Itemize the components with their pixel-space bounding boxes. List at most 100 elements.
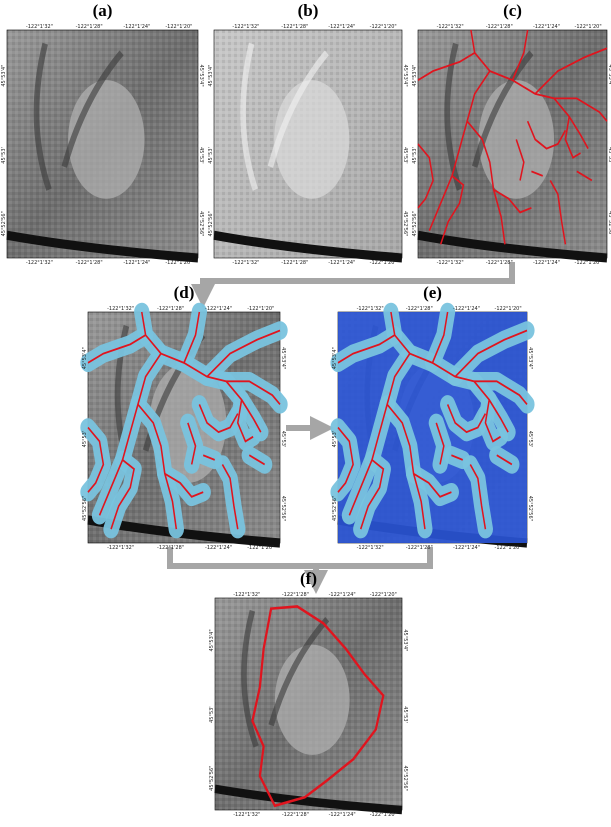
- right-tick-label: 45°52'56": [280, 496, 286, 521]
- panel: (c) -122°1'32" -122°1'28" -122°1'24" -122°1'…: [412, 1, 611, 266]
- panel: (e) -122°1'32" -122°1'28" -122°1'24" -122°1'…: [332, 283, 533, 551]
- panel: (a) -122°1'32" -122°1'28" -122°1'24" -122°1'…: [1, 1, 204, 266]
- landslide: [275, 645, 350, 755]
- bottom-tick-label: -122°1'28": [281, 260, 308, 266]
- bottom-tick-label: -122°1'20": [495, 545, 522, 551]
- landslide: [68, 80, 144, 199]
- right-tick-label: 45°53'4": [607, 65, 611, 87]
- figure: (a) -122°1'32" -122°1'28" -122°1'24" -122°1'…: [0, 0, 611, 827]
- top-tick-label: -122°1'28": [281, 24, 308, 30]
- panel: (b) -122°1'32" -122°1'28" -122°1'24" -122°1'…: [208, 1, 408, 266]
- top-tick-label: -122°1'20": [495, 306, 522, 312]
- top-tick-label: -122°1'28": [406, 306, 433, 312]
- panel-label: (d): [174, 283, 195, 302]
- top-tick-label: -122°1'32": [107, 306, 134, 312]
- top-tick-label: -122°1'32": [357, 306, 384, 312]
- panel: (f) -122°1'32" -122°1'28" -122°1'24" -122°1'…: [209, 569, 408, 818]
- left-tick-label: 45°53': [209, 706, 215, 723]
- right-tick-label: 45°53'4": [402, 65, 408, 87]
- landslide: [274, 80, 349, 199]
- right-tick-label: 45°53': [280, 431, 286, 448]
- arrow: [203, 262, 512, 296]
- bottom-tick-label: -122°1'24": [328, 260, 355, 266]
- panel-label: (e): [423, 283, 442, 302]
- left-tick-label: 45°53'4": [332, 347, 338, 369]
- top-tick-label: -122°1'24": [453, 306, 480, 312]
- top-tick-label: -122°1'24": [533, 24, 560, 30]
- left-tick-label: 45°53': [208, 147, 214, 164]
- left-tick-label: 45°53'4": [412, 65, 418, 87]
- top-tick-label: -122°1'28": [282, 592, 309, 598]
- right-tick-label: 45°52'56": [607, 211, 611, 236]
- panel-label: (a): [93, 1, 113, 20]
- panel-label: (f): [300, 569, 317, 588]
- bottom-tick-label: -122°1'28": [282, 812, 309, 818]
- bottom-tick-label: -122°1'28": [406, 545, 433, 551]
- bottom-tick-label: -122°1'32": [357, 545, 384, 551]
- left-tick-label: 45°53': [82, 431, 88, 448]
- bottom-tick-label: -122°1'28": [76, 260, 103, 266]
- bottom-tick-label: -122°1'32": [232, 260, 259, 266]
- right-tick-label: 45°52'56": [402, 766, 408, 791]
- left-tick-label: 45°52'56": [209, 766, 215, 791]
- right-tick-label: 45°53': [402, 706, 408, 723]
- bottom-tick-label: -122°1'28": [157, 545, 184, 551]
- top-tick-label: -122°1'28": [76, 24, 103, 30]
- bottom-tick-label: -122°1'20": [370, 260, 397, 266]
- top-tick-label: -122°1'32": [26, 24, 53, 30]
- left-tick-label: 45°53'4": [208, 65, 214, 87]
- right-tick-label: 45°53': [527, 431, 533, 448]
- top-tick-label: -122°1'24": [329, 592, 356, 598]
- bottom-tick-label: -122°1'20": [370, 812, 397, 818]
- bottom-tick-label: -122°1'24": [123, 260, 150, 266]
- left-tick-label: 45°53'4": [1, 65, 7, 87]
- bottom-tick-label: -122°1'32": [437, 260, 464, 266]
- right-tick-label: 45°52'56": [402, 211, 408, 236]
- top-tick-label: -122°1'24": [205, 306, 232, 312]
- top-tick-label: -122°1'20": [575, 24, 602, 30]
- top-tick-label: -122°1'32": [232, 24, 259, 30]
- bottom-tick-label: -122°1'28": [486, 260, 513, 266]
- top-tick-label: -122°1'24": [123, 24, 150, 30]
- top-tick-label: -122°1'20": [370, 592, 397, 598]
- right-tick-label: 45°53': [402, 147, 408, 164]
- left-tick-label: 45°52'56": [412, 211, 418, 236]
- bottom-tick-label: -122°1'24": [533, 260, 560, 266]
- left-tick-label: 45°53'4": [209, 629, 215, 651]
- bottom-tick-label: -122°1'32": [233, 812, 260, 818]
- top-tick-label: -122°1'20": [165, 24, 192, 30]
- top-tick-label: -122°1'28": [157, 306, 184, 312]
- top-tick-label: -122°1'28": [486, 24, 513, 30]
- top-tick-label: -122°1'24": [328, 24, 355, 30]
- right-tick-label: 45°52'56": [527, 496, 533, 521]
- right-tick-label: 45°53'4": [402, 629, 408, 651]
- bottom-tick-label: -122°1'24": [205, 545, 232, 551]
- panel-label: (b): [298, 1, 319, 20]
- panel: (d) -122°1'32" -122°1'28" -122°1'24" -122°1'…: [82, 283, 286, 551]
- image-content: [338, 312, 527, 543]
- bottom-tick-label: -122°1'24": [329, 812, 356, 818]
- left-tick-label: 45°52'56": [332, 496, 338, 521]
- panel-label: (c): [503, 1, 522, 20]
- right-tick-label: 45°53'4": [527, 347, 533, 369]
- bottom-tick-label: -122°1'32": [26, 260, 53, 266]
- right-tick-label: 45°52'56": [198, 211, 204, 236]
- left-tick-label: 45°52'56": [208, 211, 214, 236]
- left-tick-label: 45°52'56": [82, 496, 88, 521]
- bottom-tick-label: -122°1'20": [247, 545, 274, 551]
- top-tick-label: -122°1'32": [233, 592, 260, 598]
- top-tick-label: -122°1'20": [247, 306, 274, 312]
- bottom-tick-label: -122°1'24": [453, 545, 480, 551]
- left-tick-label: 45°53'4": [82, 347, 88, 369]
- right-tick-label: 45°53': [198, 147, 204, 164]
- top-tick-label: -122°1'32": [437, 24, 464, 30]
- right-tick-label: 45°53'4": [280, 347, 286, 369]
- top-tick-label: -122°1'20": [370, 24, 397, 30]
- bottom-tick-label: -122°1'32": [107, 545, 134, 551]
- left-tick-label: 45°53': [332, 431, 338, 448]
- left-tick-label: 45°52'56": [1, 211, 7, 236]
- left-tick-label: 45°53': [412, 147, 418, 164]
- right-tick-label: 45°53'4": [198, 65, 204, 87]
- left-tick-label: 45°53': [1, 147, 7, 164]
- bottom-tick-label: -122°1'20": [575, 260, 602, 266]
